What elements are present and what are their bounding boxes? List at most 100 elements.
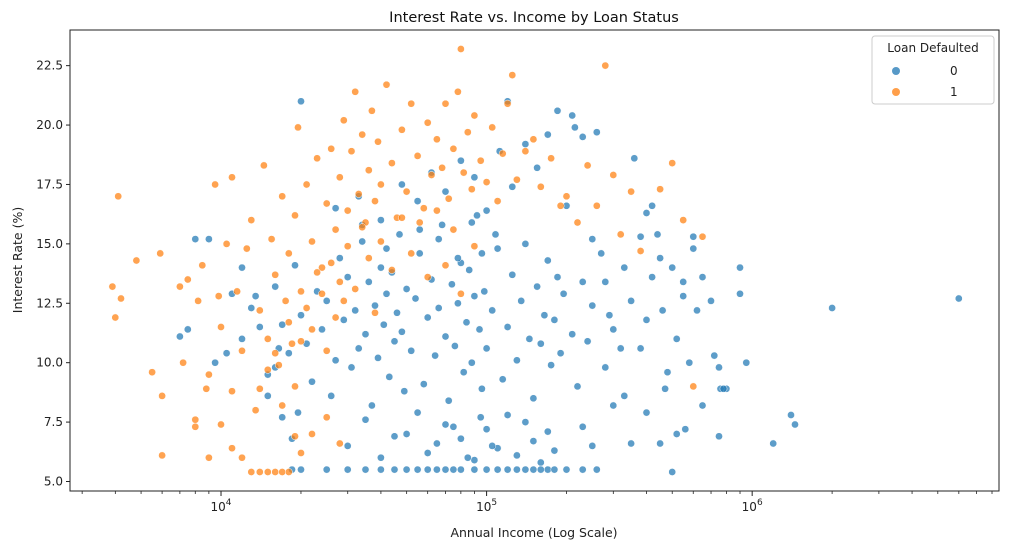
point-series-0 [517, 297, 526, 305]
point-series-1 [331, 225, 340, 234]
point-series-0 [642, 408, 651, 417]
point-series-0 [191, 235, 200, 243]
point-series-0 [308, 377, 316, 386]
point-series-1 [413, 152, 422, 160]
x-tick-label: 104 [211, 498, 232, 514]
point-series-1 [297, 449, 305, 457]
point-series-0 [828, 304, 836, 312]
point-series-1 [228, 173, 236, 182]
point-series-0 [562, 465, 571, 474]
point-series-0 [508, 270, 517, 279]
point-series-1 [247, 216, 256, 224]
point-series-0 [390, 337, 399, 346]
legend-label-0: 0 [950, 64, 958, 78]
point-series-0 [379, 320, 388, 329]
point-series-1 [291, 382, 299, 391]
point-series-1 [255, 306, 264, 315]
point-series-1 [263, 468, 272, 476]
point-series-1 [521, 147, 530, 156]
point-series-0 [513, 465, 521, 474]
point-series-1 [547, 154, 555, 163]
point-series-0 [508, 182, 517, 191]
point-series-0 [390, 432, 399, 441]
point-series-0 [689, 244, 698, 253]
point-series-1 [498, 149, 507, 158]
point-series-0 [583, 337, 592, 346]
point-series-0 [482, 344, 491, 353]
point-series-1 [636, 247, 645, 255]
point-series-0 [451, 342, 459, 350]
point-series-1 [335, 278, 344, 286]
point-series-0 [601, 278, 610, 286]
point-series-1 [179, 358, 187, 367]
point-series-0 [616, 344, 625, 353]
x-axis: 104 105 106 [81, 491, 993, 514]
point-series-0 [411, 294, 420, 303]
point-series-0 [351, 306, 360, 315]
point-series-1 [364, 166, 373, 175]
point-series-0 [462, 318, 471, 327]
point-series-0 [364, 278, 373, 286]
y-tick-label: 22.5 [36, 59, 63, 73]
point-series-0 [513, 356, 521, 365]
point-series-0 [322, 465, 331, 474]
point-series-1 [343, 242, 352, 251]
point-series-1 [529, 135, 538, 144]
point-series-1 [438, 163, 446, 172]
point-series-1 [508, 71, 517, 79]
point-series-0 [498, 375, 507, 384]
point-series-0 [423, 465, 432, 474]
point-series-1 [493, 197, 502, 205]
point-series-1 [255, 384, 264, 393]
point-series-1 [562, 192, 571, 201]
y-tick-label: 12.5 [36, 296, 63, 310]
point-series-1 [291, 211, 299, 220]
point-series-0 [653, 230, 662, 239]
point-series-1 [449, 225, 458, 234]
point-series-0 [592, 465, 601, 474]
axes-frame [69, 29, 1000, 492]
point-series-0 [398, 327, 406, 336]
point-series-1 [347, 147, 356, 156]
point-series-1 [217, 420, 225, 429]
y-axis: 5.0 7.5 10.0 12.5 15.0 17.5 20.0 22.5 [36, 59, 70, 488]
point-series-0 [358, 237, 367, 246]
point-series-1 [407, 99, 416, 108]
point-series-0 [467, 218, 476, 227]
point-series-0 [491, 230, 500, 239]
point-series-0 [441, 420, 450, 429]
point-series-1 [433, 135, 441, 144]
point-series-0 [521, 240, 530, 248]
point-series-1 [427, 171, 436, 179]
point-series-1 [313, 154, 321, 163]
point-series-0 [736, 263, 744, 272]
point-series-0 [347, 363, 356, 372]
point-series-0 [543, 427, 552, 436]
point-series-0 [470, 465, 479, 474]
point-series-1 [482, 178, 491, 186]
point-series-1 [108, 282, 117, 291]
point-series-0 [719, 384, 728, 393]
point-series-0 [482, 465, 491, 474]
point-series-0 [521, 418, 530, 426]
point-series-1 [205, 370, 213, 379]
point-series-1 [281, 297, 290, 305]
point-series-0 [331, 356, 340, 365]
point-series-0 [361, 415, 370, 424]
y-tick-label: 17.5 [36, 177, 63, 191]
point-series-0 [395, 230, 404, 239]
point-series-1 [536, 182, 545, 191]
point-series-0 [693, 306, 701, 315]
point-series-0 [434, 235, 443, 243]
point-series-0 [390, 465, 399, 474]
point-series-0 [449, 465, 458, 474]
point-series-0 [475, 325, 484, 334]
point-series-0 [343, 273, 352, 281]
point-series-1 [556, 201, 565, 210]
point-series-0 [478, 384, 486, 393]
point-series-0 [393, 308, 401, 317]
point-series-0 [689, 232, 698, 241]
point-series-0 [278, 320, 287, 329]
point-series-1 [111, 313, 120, 322]
point-series-0 [698, 273, 707, 281]
